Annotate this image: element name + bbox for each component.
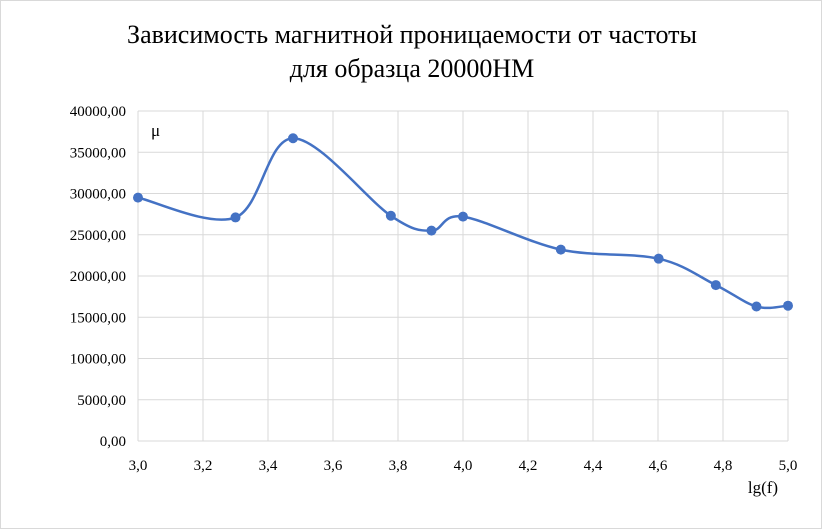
- y-tick-label: 0,00: [100, 434, 126, 450]
- x-tick-label: 4,8: [714, 458, 733, 474]
- data-point: [230, 212, 241, 223]
- chart-title-line-1: Зависимость магнитной проницаемости от ч…: [127, 20, 697, 49]
- y-tick-label: 15000,00: [70, 310, 126, 326]
- x-tick-label: 3,2: [194, 458, 213, 474]
- y-axis-ticks: 0,00 5000,00 10000,00 15000,00 20000,00 25000…: [70, 104, 126, 450]
- y-tick-label: 25000,00: [70, 228, 126, 244]
- chart-title-line-2: для образца 20000НМ: [290, 54, 535, 83]
- y-tick-label: 40000,00: [70, 104, 126, 120]
- data-point: [288, 133, 299, 144]
- y-axis-label: μ: [151, 121, 160, 140]
- x-tick-label: 3,4: [259, 458, 278, 474]
- y-tick-label: 20000,00: [70, 269, 126, 285]
- x-tick-label: 4,2: [519, 458, 538, 474]
- data-point: [751, 301, 762, 312]
- x-tick-label: 5,0: [779, 458, 798, 474]
- data-point: [710, 280, 721, 291]
- data-point: [653, 253, 664, 264]
- x-axis-label: lg(f): [748, 478, 778, 497]
- y-tick-label: 5000,00: [77, 393, 126, 409]
- x-axis-ticks: 3,0 3,2 3,4 3,6 3,8 4,0 4,2 4,4 4,6 4,8 5,0: [129, 458, 798, 474]
- x-tick-label: 4,6: [649, 458, 668, 474]
- y-tick-label: 30000,00: [70, 187, 126, 203]
- x-tick-label: 3,8: [389, 458, 408, 474]
- data-series: [133, 133, 793, 312]
- grid: [137, 110, 789, 442]
- data-point: [458, 211, 468, 222]
- data-point: [426, 225, 437, 236]
- data-point: [133, 192, 143, 203]
- y-tick-label: 10000,00: [70, 352, 126, 368]
- x-tick-label: 3,0: [129, 458, 148, 474]
- data-point: [783, 300, 793, 311]
- data-point: [385, 210, 396, 221]
- x-tick-label: 4,0: [454, 458, 473, 474]
- x-tick-label: 3,6: [324, 458, 343, 474]
- data-point: [555, 244, 566, 255]
- x-tick-label: 4,4: [584, 458, 603, 474]
- y-tick-label: 35000,00: [70, 145, 126, 161]
